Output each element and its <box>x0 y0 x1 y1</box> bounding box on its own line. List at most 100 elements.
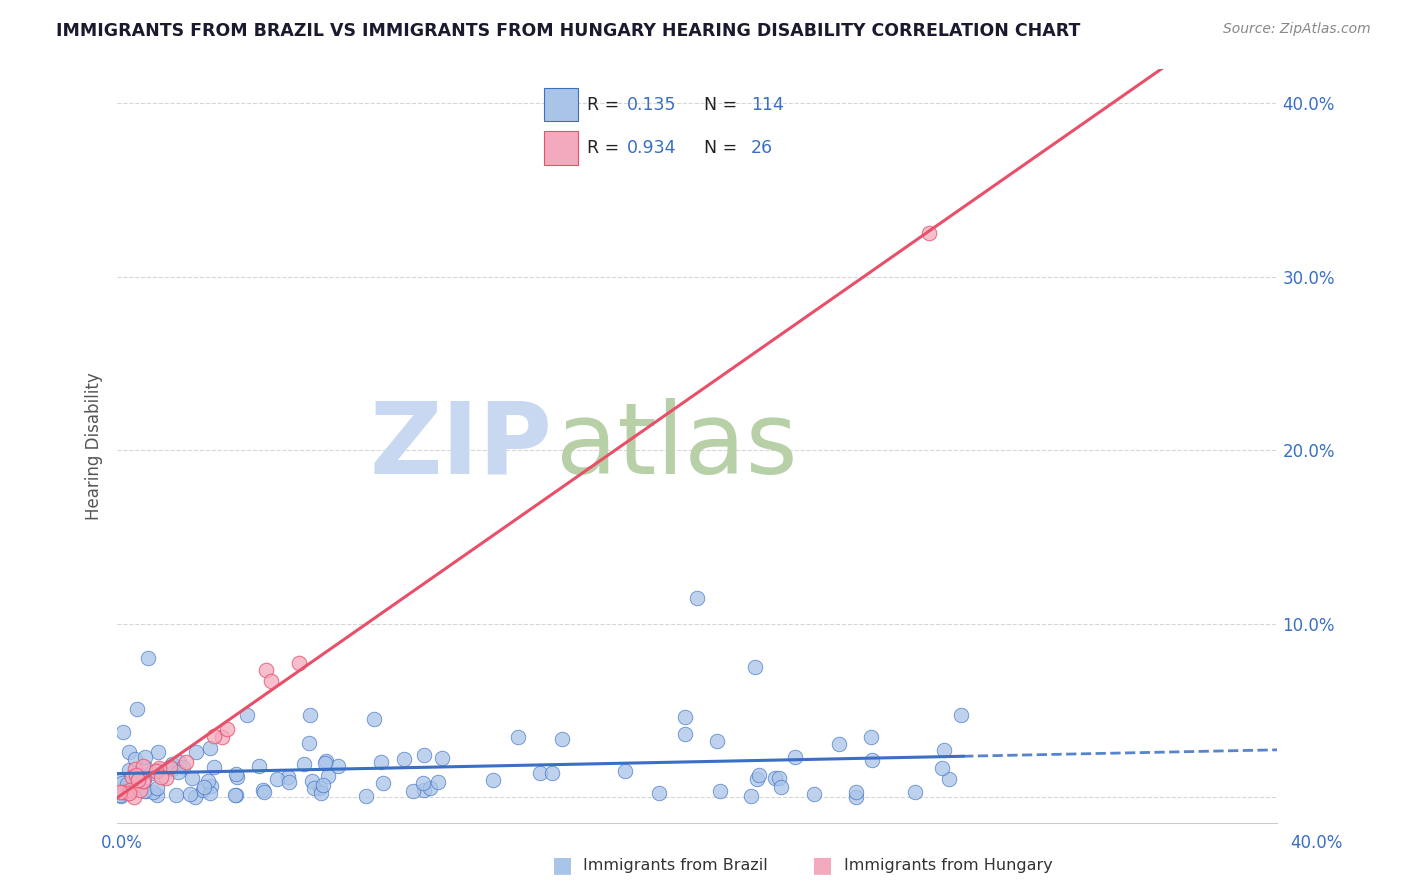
Point <box>146 788 169 802</box>
Point <box>132 774 155 789</box>
Point <box>371 776 394 790</box>
Point <box>142 784 165 798</box>
Point <box>299 708 322 723</box>
Point <box>118 764 141 778</box>
Point <box>277 774 299 789</box>
Point <box>803 787 825 801</box>
Text: N =: N = <box>704 95 738 113</box>
Text: 40.0%: 40.0% <box>1291 834 1343 852</box>
Point <box>370 755 392 769</box>
Point <box>673 709 696 723</box>
Point <box>482 772 505 787</box>
Point <box>769 780 792 794</box>
Point <box>266 772 288 786</box>
Point <box>148 745 170 759</box>
Point <box>311 778 333 792</box>
Point <box>316 769 339 783</box>
Point <box>860 730 883 744</box>
Point <box>225 789 247 803</box>
Text: 0.135: 0.135 <box>627 95 676 113</box>
Point <box>614 764 637 779</box>
Point <box>204 729 226 743</box>
Point <box>938 772 960 787</box>
Point <box>949 708 972 723</box>
Point <box>426 774 449 789</box>
Point <box>288 657 311 671</box>
Point <box>768 771 790 785</box>
Point <box>155 771 177 785</box>
Point <box>412 776 434 790</box>
Point <box>311 786 333 800</box>
Point <box>745 772 768 786</box>
Point <box>529 765 551 780</box>
Point <box>172 760 194 774</box>
Y-axis label: Hearing Disability: Hearing Disability <box>86 372 103 520</box>
Point <box>845 790 868 805</box>
Point <box>247 759 270 773</box>
Point <box>145 764 167 778</box>
Point <box>260 673 283 688</box>
Point <box>328 759 350 773</box>
Point <box>110 785 132 799</box>
Point <box>198 741 221 756</box>
Text: 114: 114 <box>751 95 783 113</box>
Point <box>174 755 197 769</box>
Text: atlas: atlas <box>555 398 797 494</box>
Point <box>763 771 786 785</box>
Point <box>301 774 323 789</box>
Bar <box>544 131 578 165</box>
Point <box>179 787 201 801</box>
Point <box>127 772 149 786</box>
Point <box>904 785 927 799</box>
Point <box>181 771 204 785</box>
Point <box>167 755 190 769</box>
Point <box>129 783 152 797</box>
Point <box>673 727 696 741</box>
Point <box>302 781 325 796</box>
Point <box>118 779 141 793</box>
Point <box>160 762 183 776</box>
Point <box>686 591 709 605</box>
Point <box>252 783 274 797</box>
Point <box>167 765 190 780</box>
Point <box>931 761 953 775</box>
Text: R =: R = <box>586 139 624 157</box>
Point <box>186 746 208 760</box>
Point <box>277 770 299 784</box>
Point <box>200 779 222 793</box>
Point <box>828 737 851 751</box>
Point <box>211 730 233 744</box>
Point <box>308 780 330 795</box>
Point <box>551 731 574 746</box>
Text: Immigrants from Hungary: Immigrants from Hungary <box>844 858 1052 872</box>
Point <box>160 757 183 772</box>
Bar <box>544 87 578 121</box>
Point <box>112 785 135 799</box>
Point <box>111 775 134 789</box>
Point <box>200 786 222 800</box>
Point <box>118 783 141 797</box>
Text: 0.0%: 0.0% <box>101 834 143 852</box>
Point <box>744 660 766 674</box>
Text: ■: ■ <box>813 855 832 875</box>
Point <box>134 760 156 774</box>
Point <box>132 772 155 786</box>
Point <box>254 663 277 677</box>
Point <box>298 736 321 750</box>
Point <box>117 786 139 800</box>
Point <box>709 784 731 798</box>
Point <box>845 785 868 799</box>
Point <box>108 788 131 802</box>
Point <box>115 782 138 797</box>
Point <box>363 712 385 726</box>
Point <box>419 781 441 796</box>
Point <box>127 772 149 787</box>
Point <box>148 761 170 775</box>
Point <box>159 760 181 774</box>
Point <box>292 756 315 771</box>
Point <box>918 227 941 241</box>
Point <box>121 770 143 784</box>
Point <box>148 763 170 777</box>
Point <box>115 777 138 791</box>
Point <box>132 784 155 798</box>
